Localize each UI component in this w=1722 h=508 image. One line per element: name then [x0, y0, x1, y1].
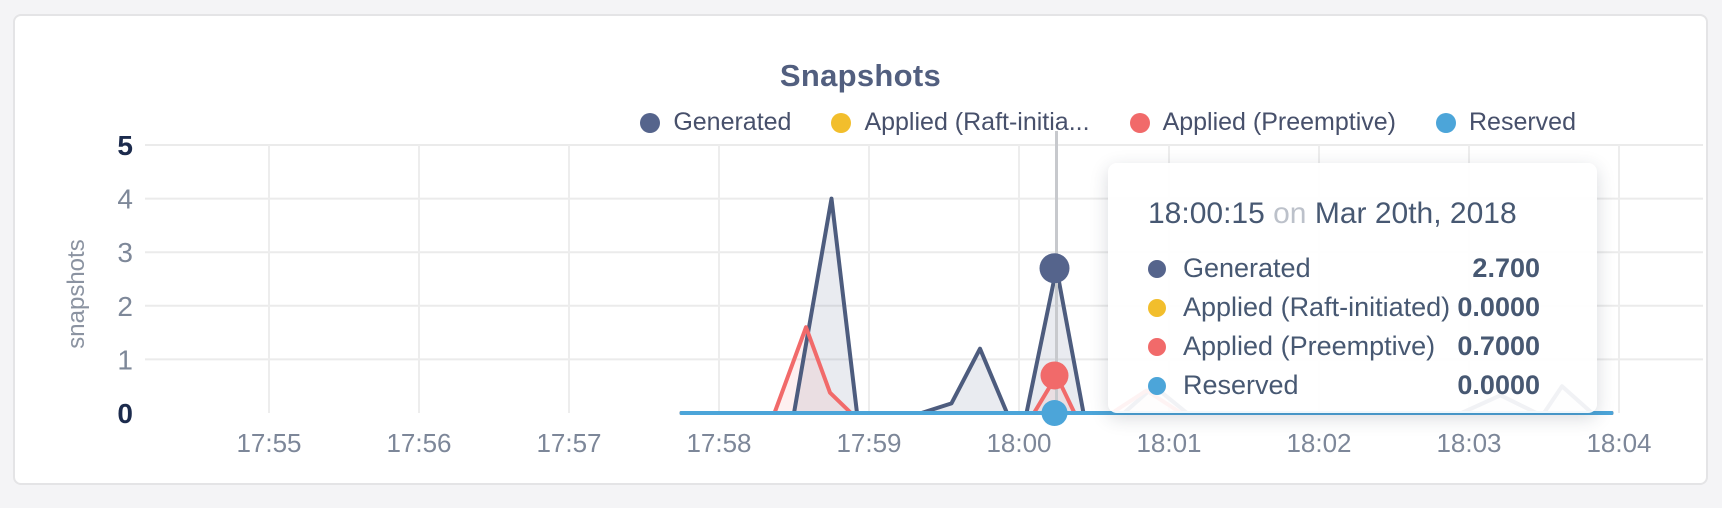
x-tick-label: 18:04	[1586, 428, 1651, 458]
legend-dot-reserved-icon	[1436, 112, 1456, 133]
tooltip-row-generated: Generated 2.700	[1148, 249, 1540, 288]
legend-item-reserved[interactable]: Reserved	[1436, 108, 1576, 137]
x-tick-label: 18:02	[1286, 428, 1351, 458]
legend-dot-applied-raft-icon	[831, 112, 852, 133]
tooltip-row-value: 0.0000	[1457, 292, 1540, 322]
tooltip-connector: on	[1273, 197, 1307, 230]
series-dot-icon	[1148, 298, 1166, 317]
x-tick-label: 17:59	[836, 428, 901, 458]
x-tick-label: 17:56	[386, 428, 451, 458]
x-tick-label: 18:00	[986, 428, 1051, 458]
tooltip-row-value: 0.7000	[1457, 331, 1540, 361]
tooltip-row-applied-preemptive: Applied (Preemptive) 0.7000	[1148, 327, 1540, 366]
y-tick-label: 4	[117, 184, 133, 215]
tooltip-row-label: Applied (Raft-initiated)	[1183, 292, 1451, 322]
legend-dot-applied-preemptive-icon	[1129, 112, 1150, 133]
x-tick-label: 17:58	[686, 428, 751, 458]
x-tick-label: 17:55	[236, 428, 301, 458]
hover-tooltip: 18:00:15 on Mar 20th, 2018 Generated 2.7…	[1108, 163, 1597, 413]
series-dot-icon	[1148, 376, 1166, 395]
y-tick-label: 3	[117, 237, 133, 268]
legend-item-applied-preemptive[interactable]: Applied (Preemptive)	[1129, 108, 1396, 137]
tooltip-row-label: Applied (Preemptive)	[1183, 331, 1436, 361]
tooltip-row-value: 0.0000	[1457, 370, 1540, 400]
legend-item-generated[interactable]: Generated	[640, 108, 791, 137]
tooltip-time: 18:00:15	[1148, 197, 1265, 230]
tooltip-row-value: 2.700	[1472, 253, 1540, 283]
legend-label: Reserved	[1469, 108, 1576, 136]
y-tick-label: 5	[117, 130, 133, 161]
x-tick-label: 18:01	[1136, 428, 1201, 458]
tooltip-date: Mar 20th, 2018	[1314, 197, 1517, 230]
y-tick-label: 1	[117, 344, 133, 375]
tooltip-row-label: Reserved	[1183, 370, 1299, 400]
legend-dot-generated-icon	[640, 112, 661, 133]
legend-label: Generated	[673, 108, 792, 136]
legend-label: Applied (Preemptive)	[1162, 108, 1396, 136]
highlight-dot-reserved	[1041, 400, 1068, 426]
tooltip-row-applied-raft: Applied (Raft-initiated) 0.0000	[1148, 288, 1540, 327]
chart-title: Snapshots	[779, 58, 942, 93]
legend-label: Applied (Raft-initia...	[864, 108, 1090, 136]
highlight-dot-generated	[1039, 253, 1070, 284]
y-tick-label: 2	[117, 291, 133, 322]
x-tick-label: 17:57	[536, 428, 601, 458]
tooltip-row-reserved: Reserved 0.0000	[1148, 366, 1540, 405]
legend-item-applied-raft[interactable]: Applied (Raft-initia...	[831, 108, 1090, 137]
tooltip-row-label: Generated	[1183, 253, 1311, 283]
chart-legend: Generated Applied (Raft-initia... Applie…	[640, 108, 1576, 137]
y-tick-label: 0	[117, 398, 133, 429]
series-dot-icon	[1148, 337, 1166, 356]
tooltip-title: 18:00:15 on Mar 20th, 2018	[1148, 197, 1540, 231]
x-tick-label: 18:03	[1436, 428, 1501, 458]
series-dot-icon	[1148, 259, 1166, 278]
highlight-dot-applied-preemptive-	[1040, 361, 1069, 390]
